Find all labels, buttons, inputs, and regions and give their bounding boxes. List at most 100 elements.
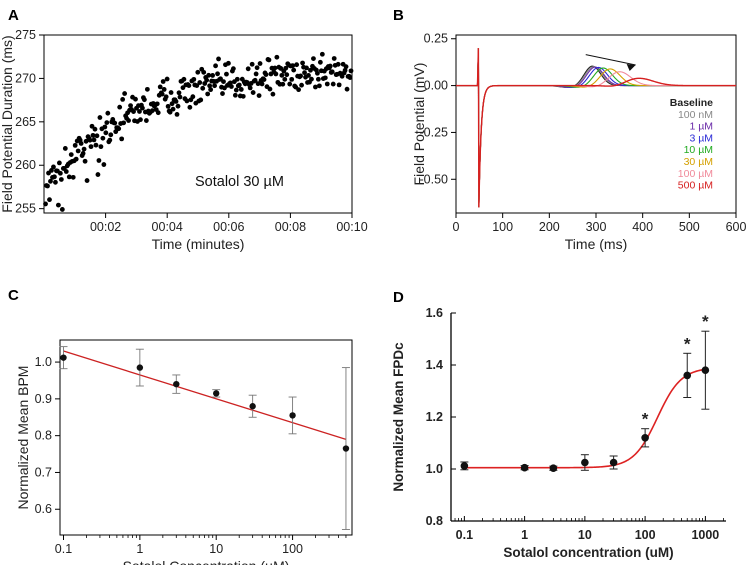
data-point <box>173 380 180 388</box>
data-point <box>149 108 155 114</box>
data-point <box>80 150 86 156</box>
data-point <box>82 158 88 164</box>
y-tick-label-b: 0.00 <box>424 79 448 93</box>
legend-entry: 100 nM <box>678 109 713 121</box>
data-point <box>347 75 353 80</box>
data-point <box>161 87 167 92</box>
data-point <box>226 60 231 66</box>
data-point <box>317 59 323 65</box>
chart-panel-c: 0.1 1 10 100 0.6 0.7 0.8 0.9 1.0 Sotalol Concentr… <box>15 339 353 565</box>
data-point <box>195 69 201 75</box>
data-point <box>201 69 207 75</box>
data-point <box>641 434 649 442</box>
data-point <box>63 169 69 174</box>
x-tick-label-a: 00:06 <box>213 220 244 234</box>
x-tick-label-b: 0 <box>453 220 460 234</box>
data-point <box>212 83 217 89</box>
data-point <box>302 70 307 76</box>
significance-marker: * <box>702 312 709 331</box>
data-point <box>342 67 348 73</box>
y-tick-label-d: 1.4 <box>426 358 443 372</box>
data-point <box>289 412 296 419</box>
data-point <box>283 65 289 71</box>
y-tick-label-b: -0.50 <box>420 172 449 186</box>
data-point <box>97 115 103 120</box>
y-tick-label-a: 265 <box>15 115 36 129</box>
fit-line <box>63 350 347 440</box>
data-point <box>176 90 182 96</box>
data-point <box>107 137 113 143</box>
data-point <box>294 62 300 68</box>
data-point <box>194 83 200 89</box>
x-tick-label-d: 1000 <box>691 528 719 542</box>
data-point <box>197 80 203 85</box>
data-point <box>206 72 212 78</box>
significance-marker: * <box>642 410 649 429</box>
data-point <box>93 142 99 148</box>
data-point <box>291 67 297 73</box>
data-point <box>104 120 110 126</box>
data-point <box>141 97 147 103</box>
plot-frame-a <box>43 34 353 214</box>
data-point <box>52 174 57 180</box>
data-point <box>105 110 111 116</box>
data-point <box>83 138 89 144</box>
data-point <box>252 77 258 83</box>
data-point <box>126 118 131 123</box>
y-axis-title-a: Field Potential Duration (ms) <box>0 35 15 212</box>
x-tick-label-d: 10 <box>578 528 592 542</box>
x-tick-label-a: 00:08 <box>275 220 306 234</box>
y-tick-label-c: 0.9 <box>35 392 52 406</box>
chart-panel-a: 00:02 00:04 00:06 00:08 00:10 255 260 265 270 275… <box>0 28 368 252</box>
panel-label-b: B <box>393 7 404 24</box>
data-point <box>98 144 104 150</box>
data-point <box>56 160 62 166</box>
data-point <box>177 94 183 100</box>
data-point <box>330 81 336 87</box>
data-point <box>103 130 109 136</box>
data-point <box>253 71 259 77</box>
data-point <box>213 63 218 69</box>
data-point <box>306 73 311 78</box>
data-point <box>143 118 149 123</box>
data-point <box>336 82 342 88</box>
data-point <box>342 445 350 452</box>
data-point <box>322 75 328 81</box>
data-point <box>81 146 87 152</box>
data-point <box>163 94 169 100</box>
y-tick-label-d: 1.2 <box>426 410 443 424</box>
y-tick-label-a: 275 <box>15 28 36 42</box>
data-point <box>263 72 269 77</box>
data-point <box>92 126 98 132</box>
data-point <box>221 79 226 84</box>
panel-label-c: C <box>8 287 19 304</box>
data-point <box>205 91 211 97</box>
data-point <box>290 63 296 69</box>
data-point <box>122 91 128 96</box>
y-axis-title-c: Normalized Mean BPM <box>15 366 31 510</box>
x-tick-label-d: 1 <box>521 528 528 542</box>
data-point <box>116 126 122 132</box>
data-point <box>94 133 100 139</box>
legend-entry: 100 µM <box>678 168 713 180</box>
x-axis-title-d: Sotalol concentration (uM) <box>503 545 673 560</box>
data-point <box>319 51 325 57</box>
data-point <box>66 174 72 180</box>
data-point <box>59 207 65 212</box>
data-point <box>167 109 173 115</box>
x-tick-label-d: 0.1 <box>456 528 473 542</box>
data-point <box>96 158 102 163</box>
data-point <box>190 94 196 100</box>
x-tick-label-b: 500 <box>679 220 700 234</box>
data-point <box>47 197 52 203</box>
data-point <box>90 132 96 138</box>
data-point <box>57 170 63 176</box>
data-point <box>137 109 142 114</box>
data-point <box>238 87 244 92</box>
shift-arrow-head <box>626 63 636 71</box>
data-point <box>304 65 309 71</box>
data-point <box>117 104 123 110</box>
data-point <box>51 164 56 170</box>
data-point <box>224 71 229 77</box>
x-axis-title-c: Sotalol Concentration (µM) <box>123 558 290 565</box>
